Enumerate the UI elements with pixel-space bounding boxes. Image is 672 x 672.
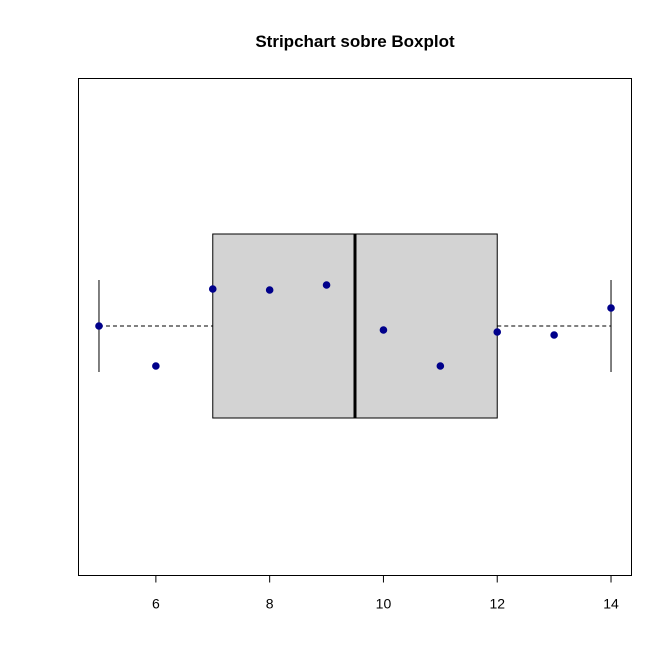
boxplot bbox=[98, 233, 612, 419]
data-point bbox=[152, 362, 160, 370]
data-point bbox=[607, 304, 615, 312]
x-tick-label: 14 bbox=[603, 596, 619, 612]
data-point bbox=[436, 362, 445, 370]
data-point bbox=[95, 322, 103, 330]
x-tick-label: 12 bbox=[489, 596, 505, 612]
data-point bbox=[379, 326, 388, 334]
x-tick-label: 6 bbox=[152, 596, 160, 612]
chart-title: Stripchart sobre Boxplot bbox=[255, 32, 455, 51]
data-point bbox=[322, 281, 331, 289]
x-tick-label: 8 bbox=[266, 596, 274, 612]
data-point bbox=[208, 285, 217, 293]
strip-points bbox=[95, 281, 615, 370]
data-point bbox=[550, 331, 558, 339]
data-point bbox=[265, 286, 274, 294]
x-axis: 6 8 10 12 14 bbox=[152, 575, 619, 612]
data-point bbox=[493, 328, 502, 336]
x-tick-label: 10 bbox=[376, 596, 392, 612]
